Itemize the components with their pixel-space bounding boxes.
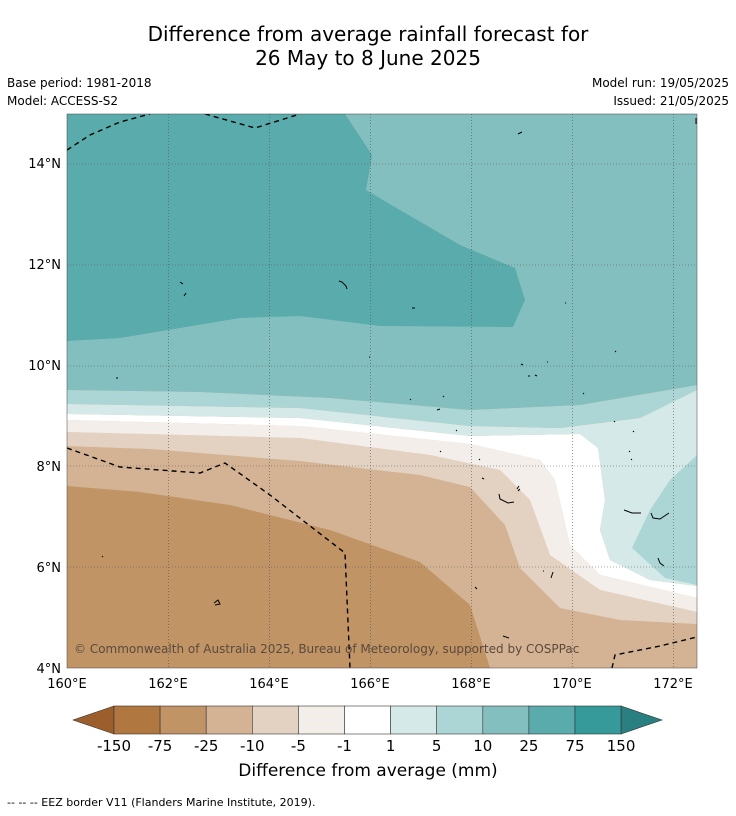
colorbar-tick-label: -5 bbox=[291, 737, 306, 755]
base-period: Base period: 1981-2018 bbox=[7, 76, 152, 90]
band-plus-25 bbox=[67, 114, 525, 341]
map-title: Difference from average rainfall forecas… bbox=[0, 22, 736, 70]
colorbar-swatch bbox=[528, 705, 576, 735]
lon-tick: 164°E bbox=[249, 677, 289, 692]
title-line-1: Difference from average rainfall forecas… bbox=[147, 22, 589, 46]
colorbar-tick-label: 150 bbox=[607, 737, 636, 755]
colorbar-tick-label: 75 bbox=[565, 737, 584, 755]
title-line-2: 26 May to 8 June 2025 bbox=[255, 46, 481, 70]
colorbar-swatch bbox=[205, 705, 253, 735]
colorbar-tick-label: -1 bbox=[337, 737, 352, 755]
band-plus-5 bbox=[67, 385, 697, 428]
colorbar-swatch bbox=[390, 705, 438, 735]
band-plus-5-east bbox=[632, 455, 697, 585]
meta-right: Model run: 19/05/2025 Issued: 21/05/2025 bbox=[592, 74, 729, 110]
colorbar-tick-label: -150 bbox=[97, 737, 131, 755]
colorbar-swatch bbox=[436, 705, 484, 735]
colorbar: -150 -75 -25 -10 -5 -1 1 5 10 25 75 150 bbox=[72, 705, 663, 755]
meta-left: Base period: 1981-2018 Model: ACCESS-S2 bbox=[7, 74, 152, 110]
lat-tick: 14°N bbox=[28, 157, 61, 172]
model-run: Model run: 19/05/2025 bbox=[591, 76, 729, 90]
lon-tick: 170°E bbox=[552, 677, 592, 692]
colorbar-swatch bbox=[113, 705, 161, 735]
lat-tick: 10°N bbox=[28, 359, 61, 374]
colorbar-swatch bbox=[482, 705, 530, 735]
band-neutral bbox=[67, 414, 697, 598]
colorbar-swatch bbox=[574, 705, 622, 735]
colorbar-tick-label: 5 bbox=[432, 737, 442, 755]
lon-tick: 160°E bbox=[47, 677, 87, 692]
lat-tick: 6°N bbox=[37, 561, 62, 576]
lat-tick: 4°N bbox=[37, 662, 62, 677]
band-minus-5 bbox=[67, 432, 697, 624]
colorbar-title: Difference from average (mm) bbox=[238, 761, 498, 781]
colorbar-tick-label: 1 bbox=[386, 737, 396, 755]
colorbar-swatch bbox=[298, 705, 345, 735]
colorbar-swatch bbox=[344, 705, 391, 735]
colorbar-tick-label: 25 bbox=[519, 737, 538, 755]
graticule bbox=[67, 114, 697, 668]
issued-date: Issued: 21/05/2025 bbox=[613, 94, 729, 108]
colorbar-tick-label: -10 bbox=[240, 737, 265, 755]
lat-axis: 14°N 12°N 10°N 8°N 6°N 4°N bbox=[28, 157, 61, 677]
colorbar-extend-high bbox=[620, 705, 663, 735]
map-frame bbox=[66, 113, 698, 669]
lat-tick: 12°N bbox=[28, 258, 61, 273]
islands bbox=[101, 118, 697, 639]
lon-tick: 168°E bbox=[451, 677, 491, 692]
eez-borders bbox=[67, 114, 697, 668]
band-plus-1 bbox=[67, 390, 697, 586]
lon-tick: 162°E bbox=[148, 677, 188, 692]
colorbar-tick-label: -25 bbox=[194, 737, 219, 755]
model-name: Model: ACCESS-S2 bbox=[7, 94, 119, 108]
lon-axis: 160°E 162°E 164°E 166°E 168°E 170°E 172°… bbox=[47, 677, 693, 692]
colorbar-extend-low bbox=[72, 705, 115, 735]
lon-tick: 166°E bbox=[350, 677, 390, 692]
copyright-text: © Commonwealth of Australia 2025, Bureau… bbox=[74, 642, 579, 656]
eez-legend-note: -- -- -- EEZ border V11 (Flanders Marine… bbox=[7, 796, 316, 809]
colorbar-swatch bbox=[159, 705, 207, 735]
band-minus-1 bbox=[67, 420, 697, 612]
lat-tick: 8°N bbox=[37, 460, 62, 475]
band-minus-25 bbox=[67, 486, 490, 668]
contour-layer: © Commonwealth of Australia 2025, Bureau… bbox=[67, 114, 697, 668]
lon-tick: 172°E bbox=[653, 677, 693, 692]
colorbar-tick-label: -75 bbox=[148, 737, 173, 755]
colorbar-tick-label: 10 bbox=[473, 737, 492, 755]
colorbar-swatch bbox=[252, 705, 299, 735]
